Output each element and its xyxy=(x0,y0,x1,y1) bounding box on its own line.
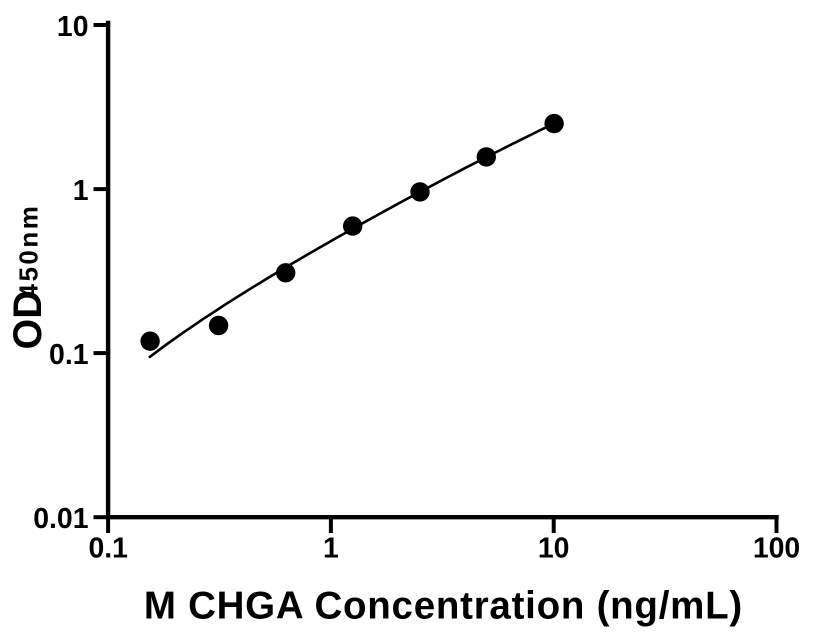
svg-text:M CHGA Concentration (ng/mL): M CHGA Concentration (ng/mL) xyxy=(144,585,743,628)
svg-text:1: 1 xyxy=(323,533,339,565)
svg-text:0.1: 0.1 xyxy=(88,533,127,565)
svg-text:10: 10 xyxy=(57,11,89,43)
svg-text:10: 10 xyxy=(538,533,570,565)
svg-text:0.01: 0.01 xyxy=(33,503,88,535)
svg-text:0.1: 0.1 xyxy=(49,339,88,371)
svg-text:OD: OD xyxy=(6,290,50,349)
svg-text:450nm: 450nm xyxy=(14,204,44,299)
svg-text:100: 100 xyxy=(753,533,800,565)
svg-text:1: 1 xyxy=(73,175,89,207)
